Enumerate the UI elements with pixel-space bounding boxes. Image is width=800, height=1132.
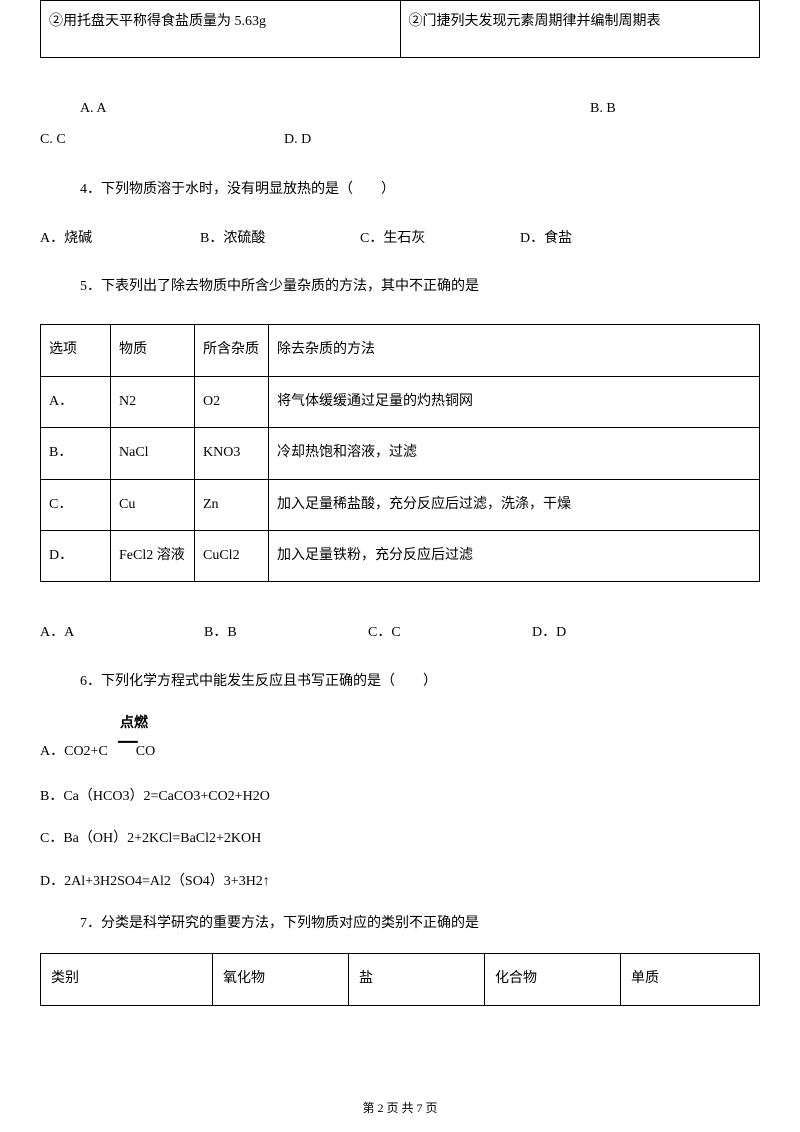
q5-cell: Cu — [111, 479, 195, 530]
q5-cell: D． — [41, 530, 111, 581]
q3-options-cd: C. C D. D — [40, 129, 760, 151]
q5-cell: A． — [41, 376, 111, 427]
q3-option-d: D. D — [284, 129, 311, 151]
q5-options: A．A B．B C．C D．D — [40, 622, 760, 644]
top-context-table: ②用托盘天平称得食盐质量为 5.63g ②门捷列夫发现元素周期律并编制周期表 — [40, 0, 760, 58]
q5-h0: 选项 — [41, 325, 111, 376]
q5-h3: 除去杂质的方法 — [269, 325, 760, 376]
q5-cell: KNO3 — [195, 428, 269, 479]
combust-underline: ━━━ — [118, 733, 137, 752]
q4-options: A．烧碱 B．浓硫酸 C．生石灰 D．食盐 — [40, 228, 760, 250]
q4-option-a: A．烧碱 — [40, 228, 200, 250]
q3-option-b: B. B — [590, 98, 616, 120]
top-cell-left: ②用托盘天平称得食盐质量为 5.63g — [41, 1, 401, 58]
q7-h3: 化合物 — [485, 954, 621, 1005]
page-footer: 第 2 页 共 7 页 — [0, 1099, 800, 1118]
q5-option-a: A．A — [40, 622, 204, 644]
q4-option-c: C．生石灰 — [360, 228, 520, 250]
q6-text: 6．下列化学方程式中能发生反应且书写正确的是（ ） — [80, 671, 760, 693]
q7-h1: 氧化物 — [213, 954, 349, 1005]
q5-h2: 所含杂质 — [195, 325, 269, 376]
q6-a-prefix: A．CO2+C — [40, 744, 108, 759]
q7-h2: 盐 — [349, 954, 485, 1005]
q7-text: 7．分类是科学研究的重要方法，下列物质对应的类别不正确的是 — [80, 913, 760, 935]
q5-cell: B． — [41, 428, 111, 479]
q4-text: 4．下列物质溶于水时，没有明显放热的是（ ） — [80, 179, 760, 201]
q3-option-a: A. A — [80, 98, 590, 120]
table-row: 选项 物质 所含杂质 除去杂质的方法 — [41, 325, 760, 376]
q6-option-a-wrap: 点燃 ━━━ A．CO2+C CO — [40, 713, 760, 764]
table-row: A． N2 O2 将气体缓缓通过足量的灼热铜网 — [41, 376, 760, 427]
q5-cell: 冷却热饱和溶液，过滤 — [269, 428, 760, 479]
q5-cell: FeCl2 溶液 — [111, 530, 195, 581]
q6-option-d: D．2Al+3H2SO4=Al2（SO4）3+3H2↑ — [40, 871, 760, 893]
top-cell-right: ②门捷列夫发现元素周期律并编制周期表 — [400, 1, 760, 58]
q5-cell: NaCl — [111, 428, 195, 479]
q5-option-c: C．C — [368, 622, 532, 644]
q3-option-c: C. C — [40, 129, 284, 151]
q4-option-d: D．食盐 — [520, 228, 572, 250]
q5-cell: O2 — [195, 376, 269, 427]
q6-a-suffix: CO — [136, 744, 155, 759]
q5-table: 选项 物质 所含杂质 除去杂质的方法 A． N2 O2 将气体缓缓通过足量的灼热… — [40, 324, 760, 582]
q5-cell: 将气体缓缓通过足量的灼热铜网 — [269, 376, 760, 427]
q7-table: 类别 氧化物 盐 化合物 单质 — [40, 953, 760, 1005]
table-row: D． FeCl2 溶液 CuCl2 加入足量铁粉，充分反应后过滤 — [41, 530, 760, 581]
table-row: B． NaCl KNO3 冷却热饱和溶液，过滤 — [41, 428, 760, 479]
q6-option-c: C．Ba（OH）2+2KCl=BaCl2+2KOH — [40, 828, 760, 850]
q5-option-d: D．D — [532, 622, 696, 644]
q5-cell: C． — [41, 479, 111, 530]
table-row: 类别 氧化物 盐 化合物 单质 — [41, 954, 760, 1005]
table-row: C． Cu Zn 加入足量稀盐酸，充分反应后过滤，洗涤，干燥 — [41, 479, 760, 530]
q5-h1: 物质 — [111, 325, 195, 376]
q7-h4: 单质 — [621, 954, 760, 1005]
q7-h0: 类别 — [41, 954, 213, 1005]
q4-option-b: B．浓硫酸 — [200, 228, 360, 250]
q5-cell: 加入足量稀盐酸，充分反应后过滤，洗涤，干燥 — [269, 479, 760, 530]
q6-option-a: A．CO2+C CO — [40, 741, 760, 763]
q5-cell: CuCl2 — [195, 530, 269, 581]
q5-cell: Zn — [195, 479, 269, 530]
q5-option-b: B．B — [204, 622, 368, 644]
q5-text: 5．下表列出了除去物质中所含少量杂质的方法，其中不正确的是 — [80, 276, 760, 298]
q6-option-b: B．Ca（HCO3）2=CaCO3+CO2+H2O — [40, 786, 760, 808]
q5-cell: N2 — [111, 376, 195, 427]
q3-options-ab: A. A B. B — [80, 98, 760, 120]
combust-label: 点燃 — [120, 713, 760, 735]
q5-cell: 加入足量铁粉，充分反应后过滤 — [269, 530, 760, 581]
